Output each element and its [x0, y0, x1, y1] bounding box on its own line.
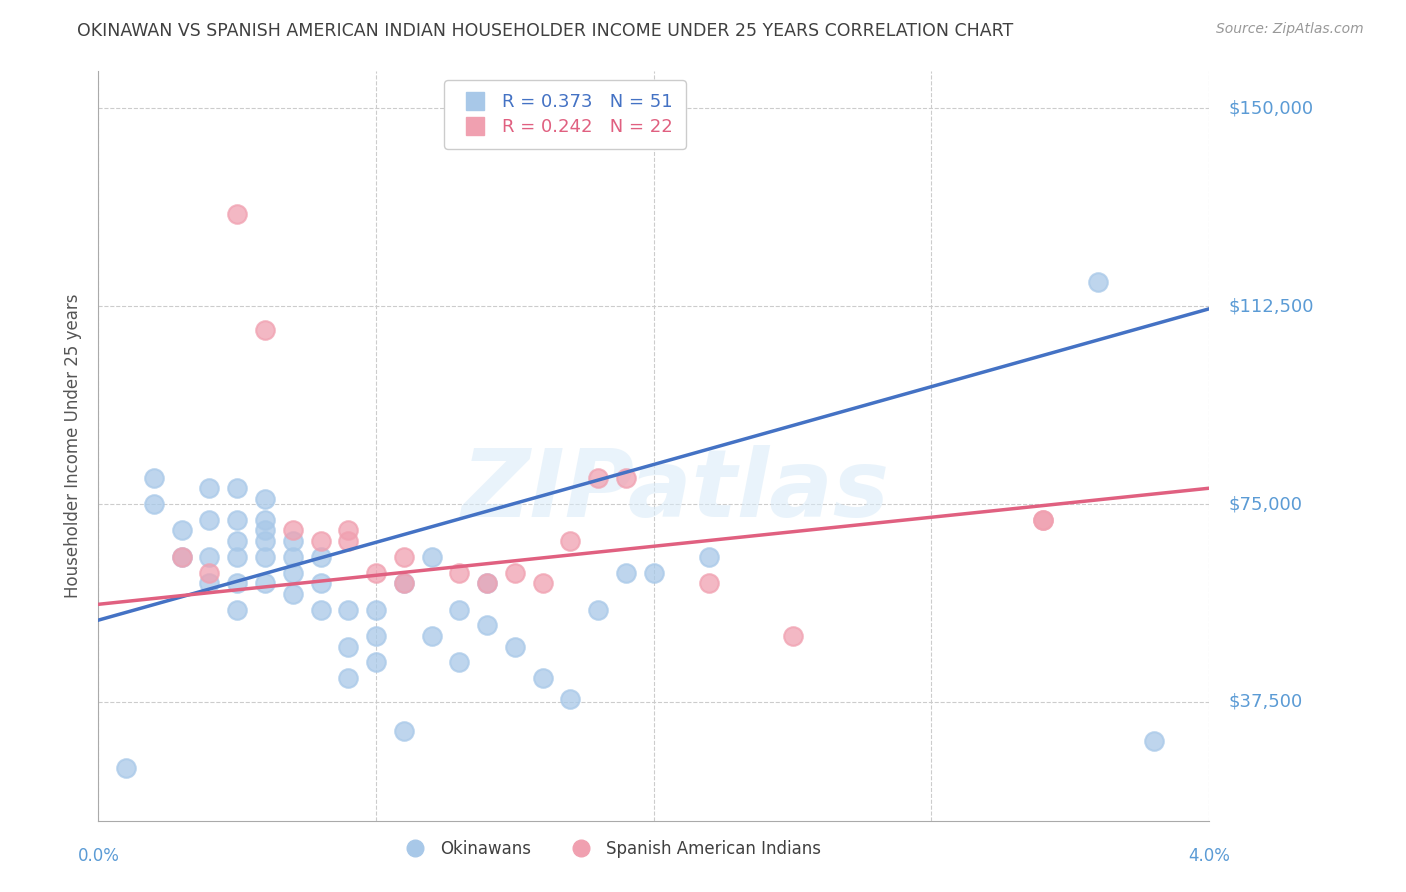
Point — [309, 549, 332, 564]
Point — [226, 513, 249, 527]
Point — [366, 629, 388, 643]
Point — [560, 533, 582, 548]
Point — [253, 513, 276, 527]
Point — [198, 576, 221, 591]
Point — [253, 323, 276, 337]
Point — [281, 566, 304, 580]
Point — [337, 640, 360, 654]
Point — [281, 524, 304, 538]
Point — [309, 576, 332, 591]
Point — [420, 549, 443, 564]
Point — [1032, 513, 1054, 527]
Point — [170, 549, 193, 564]
Legend: Okinawans, Spanish American Indians: Okinawans, Spanish American Indians — [391, 833, 827, 864]
Text: ZIPatlas: ZIPatlas — [463, 445, 890, 537]
Point — [503, 640, 526, 654]
Point — [281, 533, 304, 548]
Point — [366, 602, 388, 616]
Point — [198, 481, 221, 495]
Point — [449, 566, 471, 580]
Point — [366, 566, 388, 580]
Point — [253, 533, 276, 548]
Point — [643, 566, 665, 580]
Point — [560, 692, 582, 706]
Point — [253, 524, 276, 538]
Point — [503, 566, 526, 580]
Point — [1032, 513, 1054, 527]
Point — [392, 723, 415, 738]
Point — [143, 497, 166, 511]
Point — [1143, 734, 1166, 748]
Point — [115, 761, 138, 775]
Point — [337, 671, 360, 685]
Point — [309, 602, 332, 616]
Point — [143, 470, 166, 484]
Point — [1087, 276, 1109, 290]
Text: $75,000: $75,000 — [1229, 495, 1302, 513]
Point — [392, 576, 415, 591]
Point — [198, 566, 221, 580]
Point — [337, 524, 360, 538]
Point — [170, 549, 193, 564]
Text: $150,000: $150,000 — [1229, 99, 1313, 117]
Point — [699, 576, 721, 591]
Y-axis label: Householder Income Under 25 years: Householder Income Under 25 years — [65, 293, 83, 599]
Point — [366, 656, 388, 670]
Point — [782, 629, 804, 643]
Point — [226, 602, 249, 616]
Point — [392, 549, 415, 564]
Point — [449, 602, 471, 616]
Point — [337, 602, 360, 616]
Text: OKINAWAN VS SPANISH AMERICAN INDIAN HOUSEHOLDER INCOME UNDER 25 YEARS CORRELATIO: OKINAWAN VS SPANISH AMERICAN INDIAN HOUS… — [77, 22, 1014, 40]
Point — [337, 533, 360, 548]
Point — [475, 618, 499, 632]
Point — [226, 549, 249, 564]
Point — [253, 491, 276, 506]
Point — [198, 513, 221, 527]
Text: $37,500: $37,500 — [1229, 693, 1303, 711]
Point — [226, 481, 249, 495]
Point — [614, 566, 637, 580]
Point — [226, 533, 249, 548]
Point — [475, 576, 499, 591]
Point — [170, 524, 193, 538]
Text: 0.0%: 0.0% — [77, 847, 120, 865]
Point — [588, 602, 610, 616]
Point — [588, 470, 610, 484]
Point — [392, 576, 415, 591]
Point — [253, 549, 276, 564]
Text: $112,500: $112,500 — [1229, 297, 1315, 315]
Point — [449, 656, 471, 670]
Point — [253, 576, 276, 591]
Point — [531, 671, 554, 685]
Point — [281, 549, 304, 564]
Point — [420, 629, 443, 643]
Point — [614, 470, 637, 484]
Point — [226, 576, 249, 591]
Point — [226, 207, 249, 221]
Point — [309, 533, 332, 548]
Point — [281, 587, 304, 601]
Point — [531, 576, 554, 591]
Point — [198, 549, 221, 564]
Text: 4.0%: 4.0% — [1188, 847, 1230, 865]
Point — [699, 549, 721, 564]
Text: Source: ZipAtlas.com: Source: ZipAtlas.com — [1216, 22, 1364, 37]
Point — [475, 576, 499, 591]
